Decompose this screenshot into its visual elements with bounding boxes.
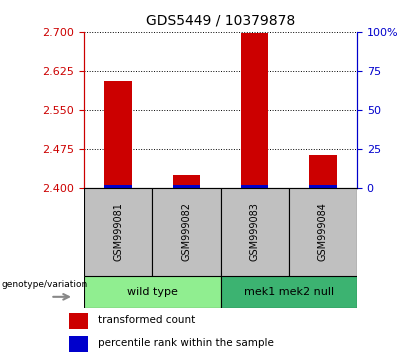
Text: genotype/variation: genotype/variation xyxy=(2,280,88,289)
Bar xyxy=(173,185,200,188)
Bar xyxy=(105,185,132,188)
Text: GSM999083: GSM999083 xyxy=(249,202,260,261)
Bar xyxy=(105,81,132,188)
Text: percentile rank within the sample: percentile rank within the sample xyxy=(98,338,273,348)
Bar xyxy=(309,155,336,188)
Text: transformed count: transformed count xyxy=(98,315,195,325)
FancyBboxPatch shape xyxy=(69,313,88,329)
Bar xyxy=(173,175,200,188)
FancyBboxPatch shape xyxy=(84,276,220,308)
Text: GSM999082: GSM999082 xyxy=(181,202,192,261)
FancyBboxPatch shape xyxy=(220,276,357,308)
Title: GDS5449 / 10379878: GDS5449 / 10379878 xyxy=(146,14,295,28)
FancyBboxPatch shape xyxy=(84,188,152,276)
Text: wild type: wild type xyxy=(127,287,178,297)
Text: mek1 mek2 null: mek1 mek2 null xyxy=(244,287,334,297)
FancyBboxPatch shape xyxy=(152,188,221,276)
Bar xyxy=(241,185,268,188)
Text: GSM999084: GSM999084 xyxy=(318,202,328,261)
FancyBboxPatch shape xyxy=(289,188,357,276)
Bar xyxy=(309,185,336,188)
FancyBboxPatch shape xyxy=(220,188,289,276)
Text: GSM999081: GSM999081 xyxy=(113,202,123,261)
FancyBboxPatch shape xyxy=(69,336,88,352)
Bar xyxy=(241,33,268,188)
